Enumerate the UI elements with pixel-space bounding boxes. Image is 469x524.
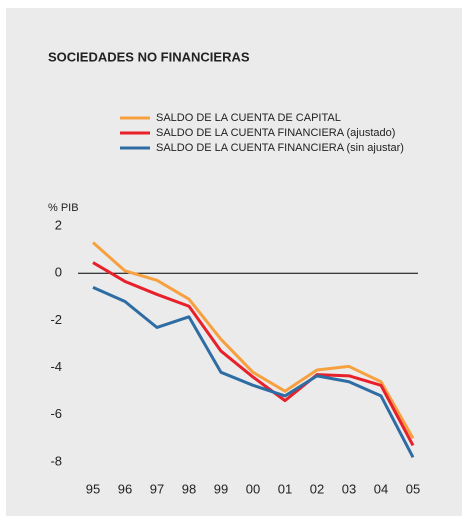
x-tick-label: 02 xyxy=(310,481,324,496)
x-tick-label: 03 xyxy=(342,481,356,496)
y-tick-label: 2 xyxy=(55,217,62,232)
x-tick-label: 96 xyxy=(118,481,132,496)
x-tick-label: 99 xyxy=(214,481,228,496)
legend-label: SALDO DE LA CUENTA DE CAPITAL xyxy=(156,112,341,124)
y-tick-label: -2 xyxy=(50,312,62,327)
x-tick-label: 00 xyxy=(246,481,260,496)
x-tick-label: 01 xyxy=(278,481,292,496)
x-tick-label: 98 xyxy=(182,481,196,496)
y-axis-label: % PIB xyxy=(48,202,79,214)
y-tick-label: -4 xyxy=(50,359,62,374)
legend-label: SALDO DE LA CUENTA FINANCIERA (ajustado) xyxy=(156,127,395,139)
y-tick-label: 0 xyxy=(55,265,62,280)
chart-title: SOCIEDADES NO FINANCIERAS xyxy=(48,49,250,64)
x-tick-label: 04 xyxy=(374,481,388,496)
x-tick-label: 95 xyxy=(86,481,100,496)
x-tick-label: 97 xyxy=(150,481,164,496)
y-tick-label: -8 xyxy=(50,453,62,468)
panel xyxy=(6,8,462,516)
x-tick-label: 05 xyxy=(406,481,420,496)
series-line xyxy=(92,261,415,447)
series-line xyxy=(92,285,415,458)
series-line xyxy=(92,241,415,440)
legend-label: SALDO DE LA CUENTA FINANCIERA (sin ajust… xyxy=(156,142,404,154)
y-tick-label: -6 xyxy=(50,406,62,421)
